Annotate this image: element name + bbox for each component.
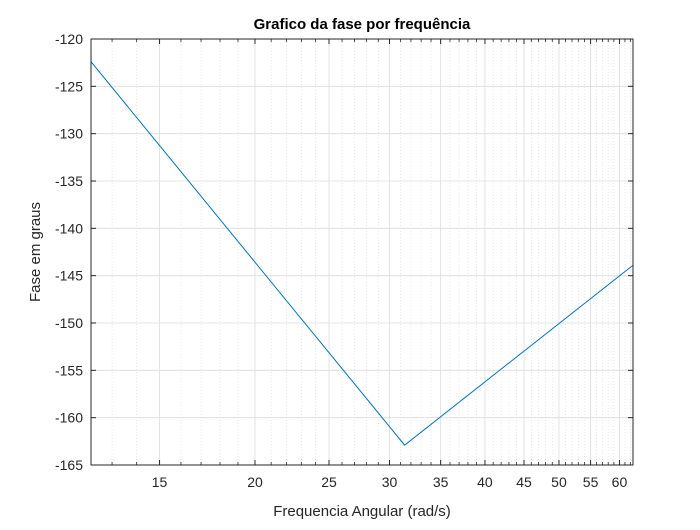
x-tick-label: 40 [477,474,493,490]
x-tick-label: 30 [382,474,398,490]
x-tick-label: 50 [551,474,567,490]
x-tick-labels: 15 20 25 30 35 40 45 50 55 60 [152,474,628,490]
y-tick-labels: -120 -125 -130 -135 -140 -145 -150 -155 -160 -165 [55,31,83,473]
y-tick-label: -140 [55,220,83,236]
minor-grid [111,39,631,465]
series-line-phase [90,61,634,446]
y-tick-label: -145 [55,268,83,284]
x-tick-label: 25 [321,474,337,490]
y-axis-label: Fase em graus [27,202,44,302]
series-layer [90,61,634,446]
y-tick-label: -135 [55,173,83,189]
x-tick-label: 55 [583,474,599,490]
y-tick-label: -130 [55,126,83,142]
x-axis-label: Frequencia Angular (rad/s) [273,503,451,520]
x-tick-label: 45 [516,474,532,490]
y-tick-label: -165 [55,457,83,473]
y-tick-label: -155 [55,362,83,378]
y-tick-label: -120 [55,31,83,47]
y-tick-label: -160 [55,410,83,426]
tick-marks [91,38,633,466]
plot-area [91,39,633,465]
chart-title: Grafico da fase por frequência [254,16,471,33]
x-tick-label: 20 [247,474,263,490]
y-tick-label: -125 [55,78,83,94]
x-tick-label: 60 [612,474,628,490]
x-tick-label: 15 [152,474,168,490]
x-tick-label: 35 [433,474,449,490]
y-tick-label: -150 [55,315,83,331]
axes-box [90,38,634,466]
